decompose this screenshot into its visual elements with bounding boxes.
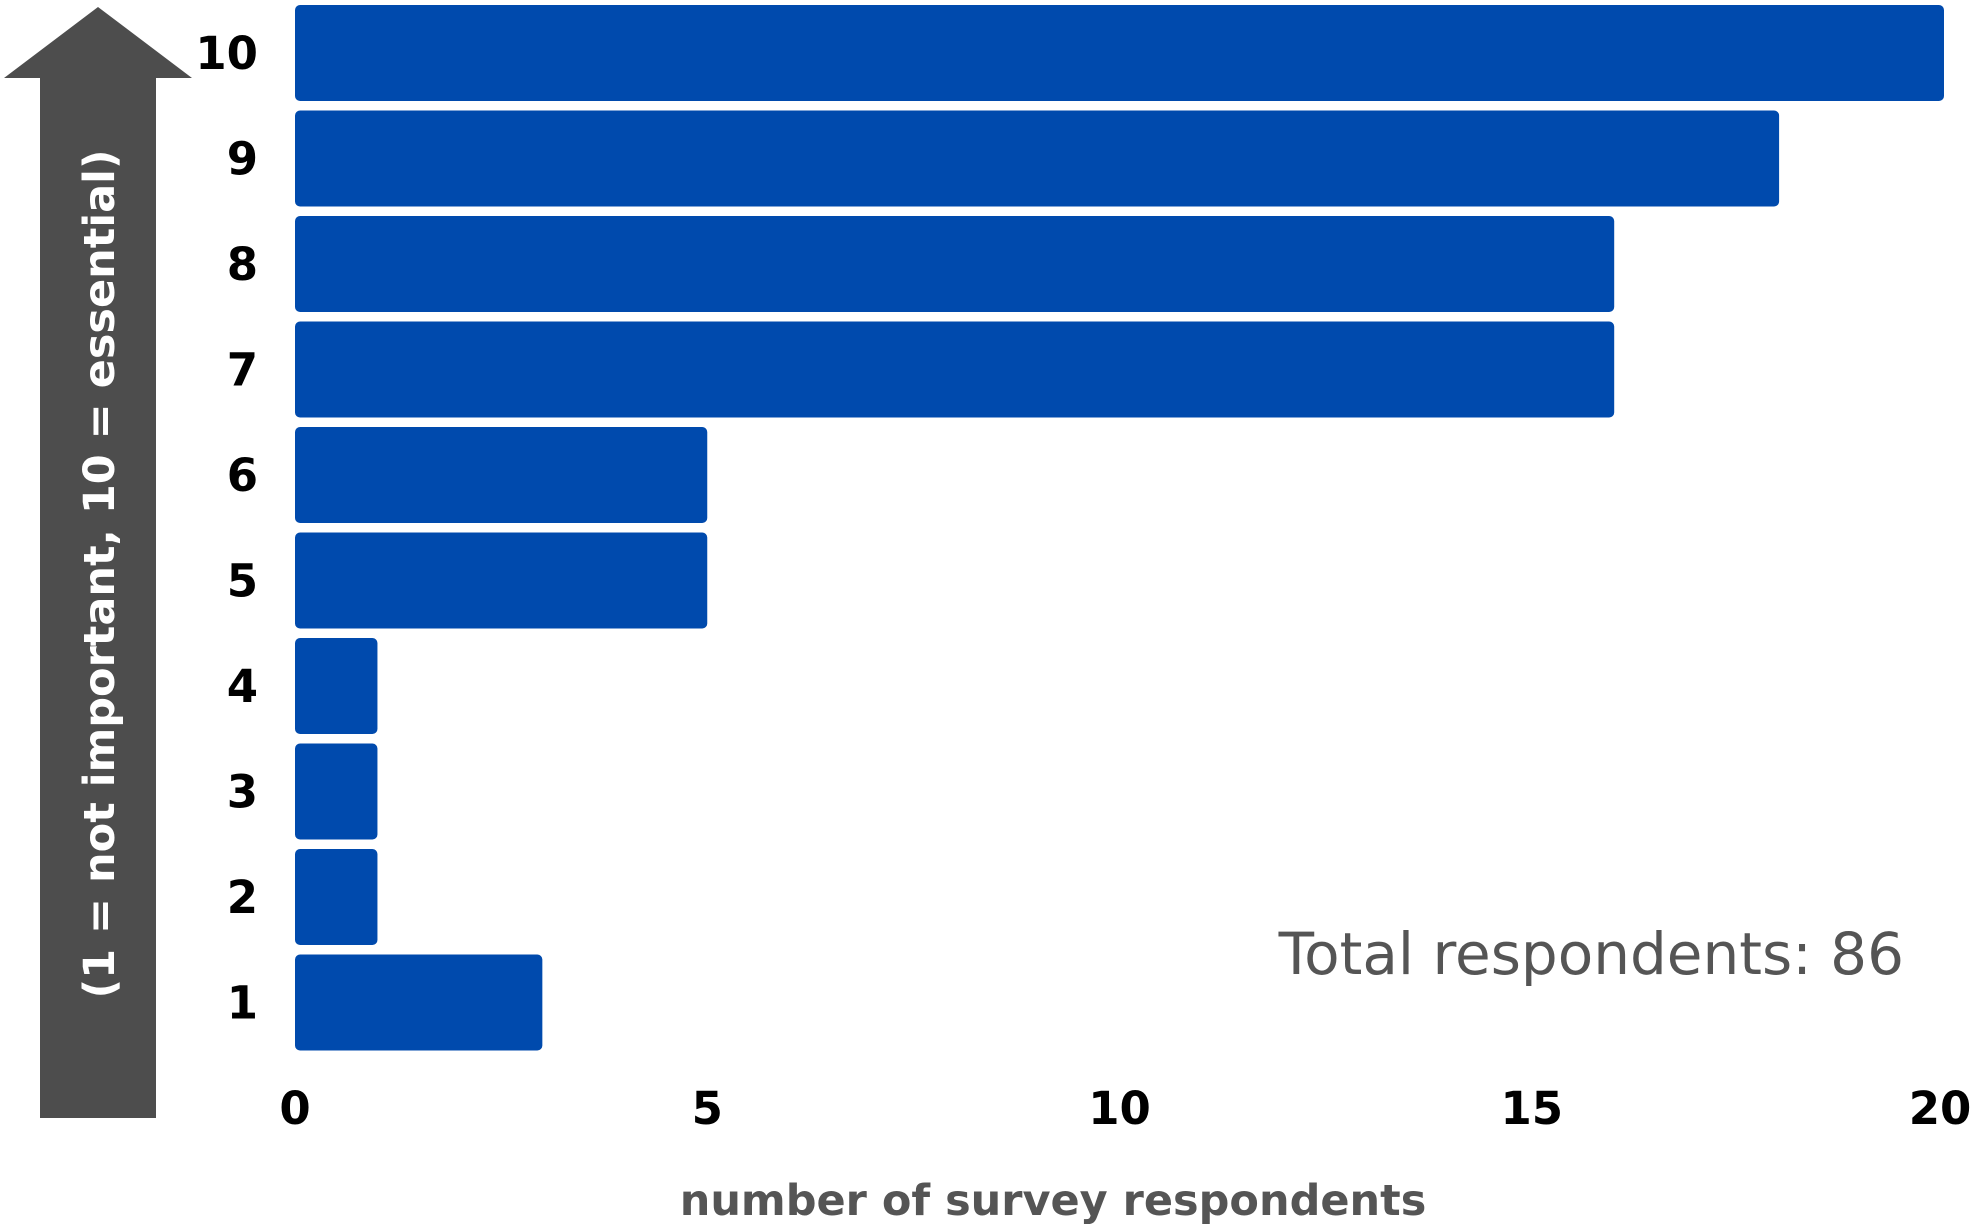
y-axis-label: (1 = not important, 10 = essential)	[75, 150, 125, 999]
bar-7	[295, 321, 1615, 418]
bar-8	[295, 216, 1615, 312]
x-tick-0: 0	[279, 1082, 310, 1135]
y-axis-arrow	[4, 7, 192, 1118]
bar-3	[295, 743, 378, 840]
bar-6	[295, 427, 708, 523]
y-tick-4: 4	[227, 660, 258, 713]
x-tick-10: 10	[1088, 1082, 1151, 1135]
y-tick-2: 2	[227, 871, 258, 924]
bar-10	[295, 5, 1944, 101]
y-tick-labels: 1 2 3 4 5 6 7 8 9 10	[195, 27, 258, 1030]
y-tick-9: 9	[227, 133, 258, 186]
x-tick-labels: 0 5 10 15 20	[279, 1082, 1971, 1135]
bar-1	[295, 954, 543, 1051]
y-tick-3: 3	[227, 766, 258, 819]
bar-9	[295, 110, 1780, 207]
bar-4	[295, 638, 378, 734]
x-tick-20: 20	[1909, 1082, 1972, 1135]
y-tick-8: 8	[227, 238, 258, 291]
y-tick-10: 10	[195, 27, 258, 80]
y-tick-7: 7	[227, 344, 258, 397]
bars-group	[295, 5, 1944, 1051]
bar-2	[295, 849, 378, 945]
y-tick-1: 1	[227, 977, 258, 1030]
y-tick-6: 6	[227, 449, 258, 502]
total-respondents-annotation: Total respondents: 86	[1278, 920, 1904, 988]
bar-5	[295, 532, 708, 629]
y-tick-5: 5	[227, 555, 258, 608]
x-tick-15: 15	[1500, 1082, 1563, 1135]
x-axis-label: number of survey respondents	[680, 1176, 1427, 1226]
x-tick-5: 5	[692, 1082, 723, 1135]
